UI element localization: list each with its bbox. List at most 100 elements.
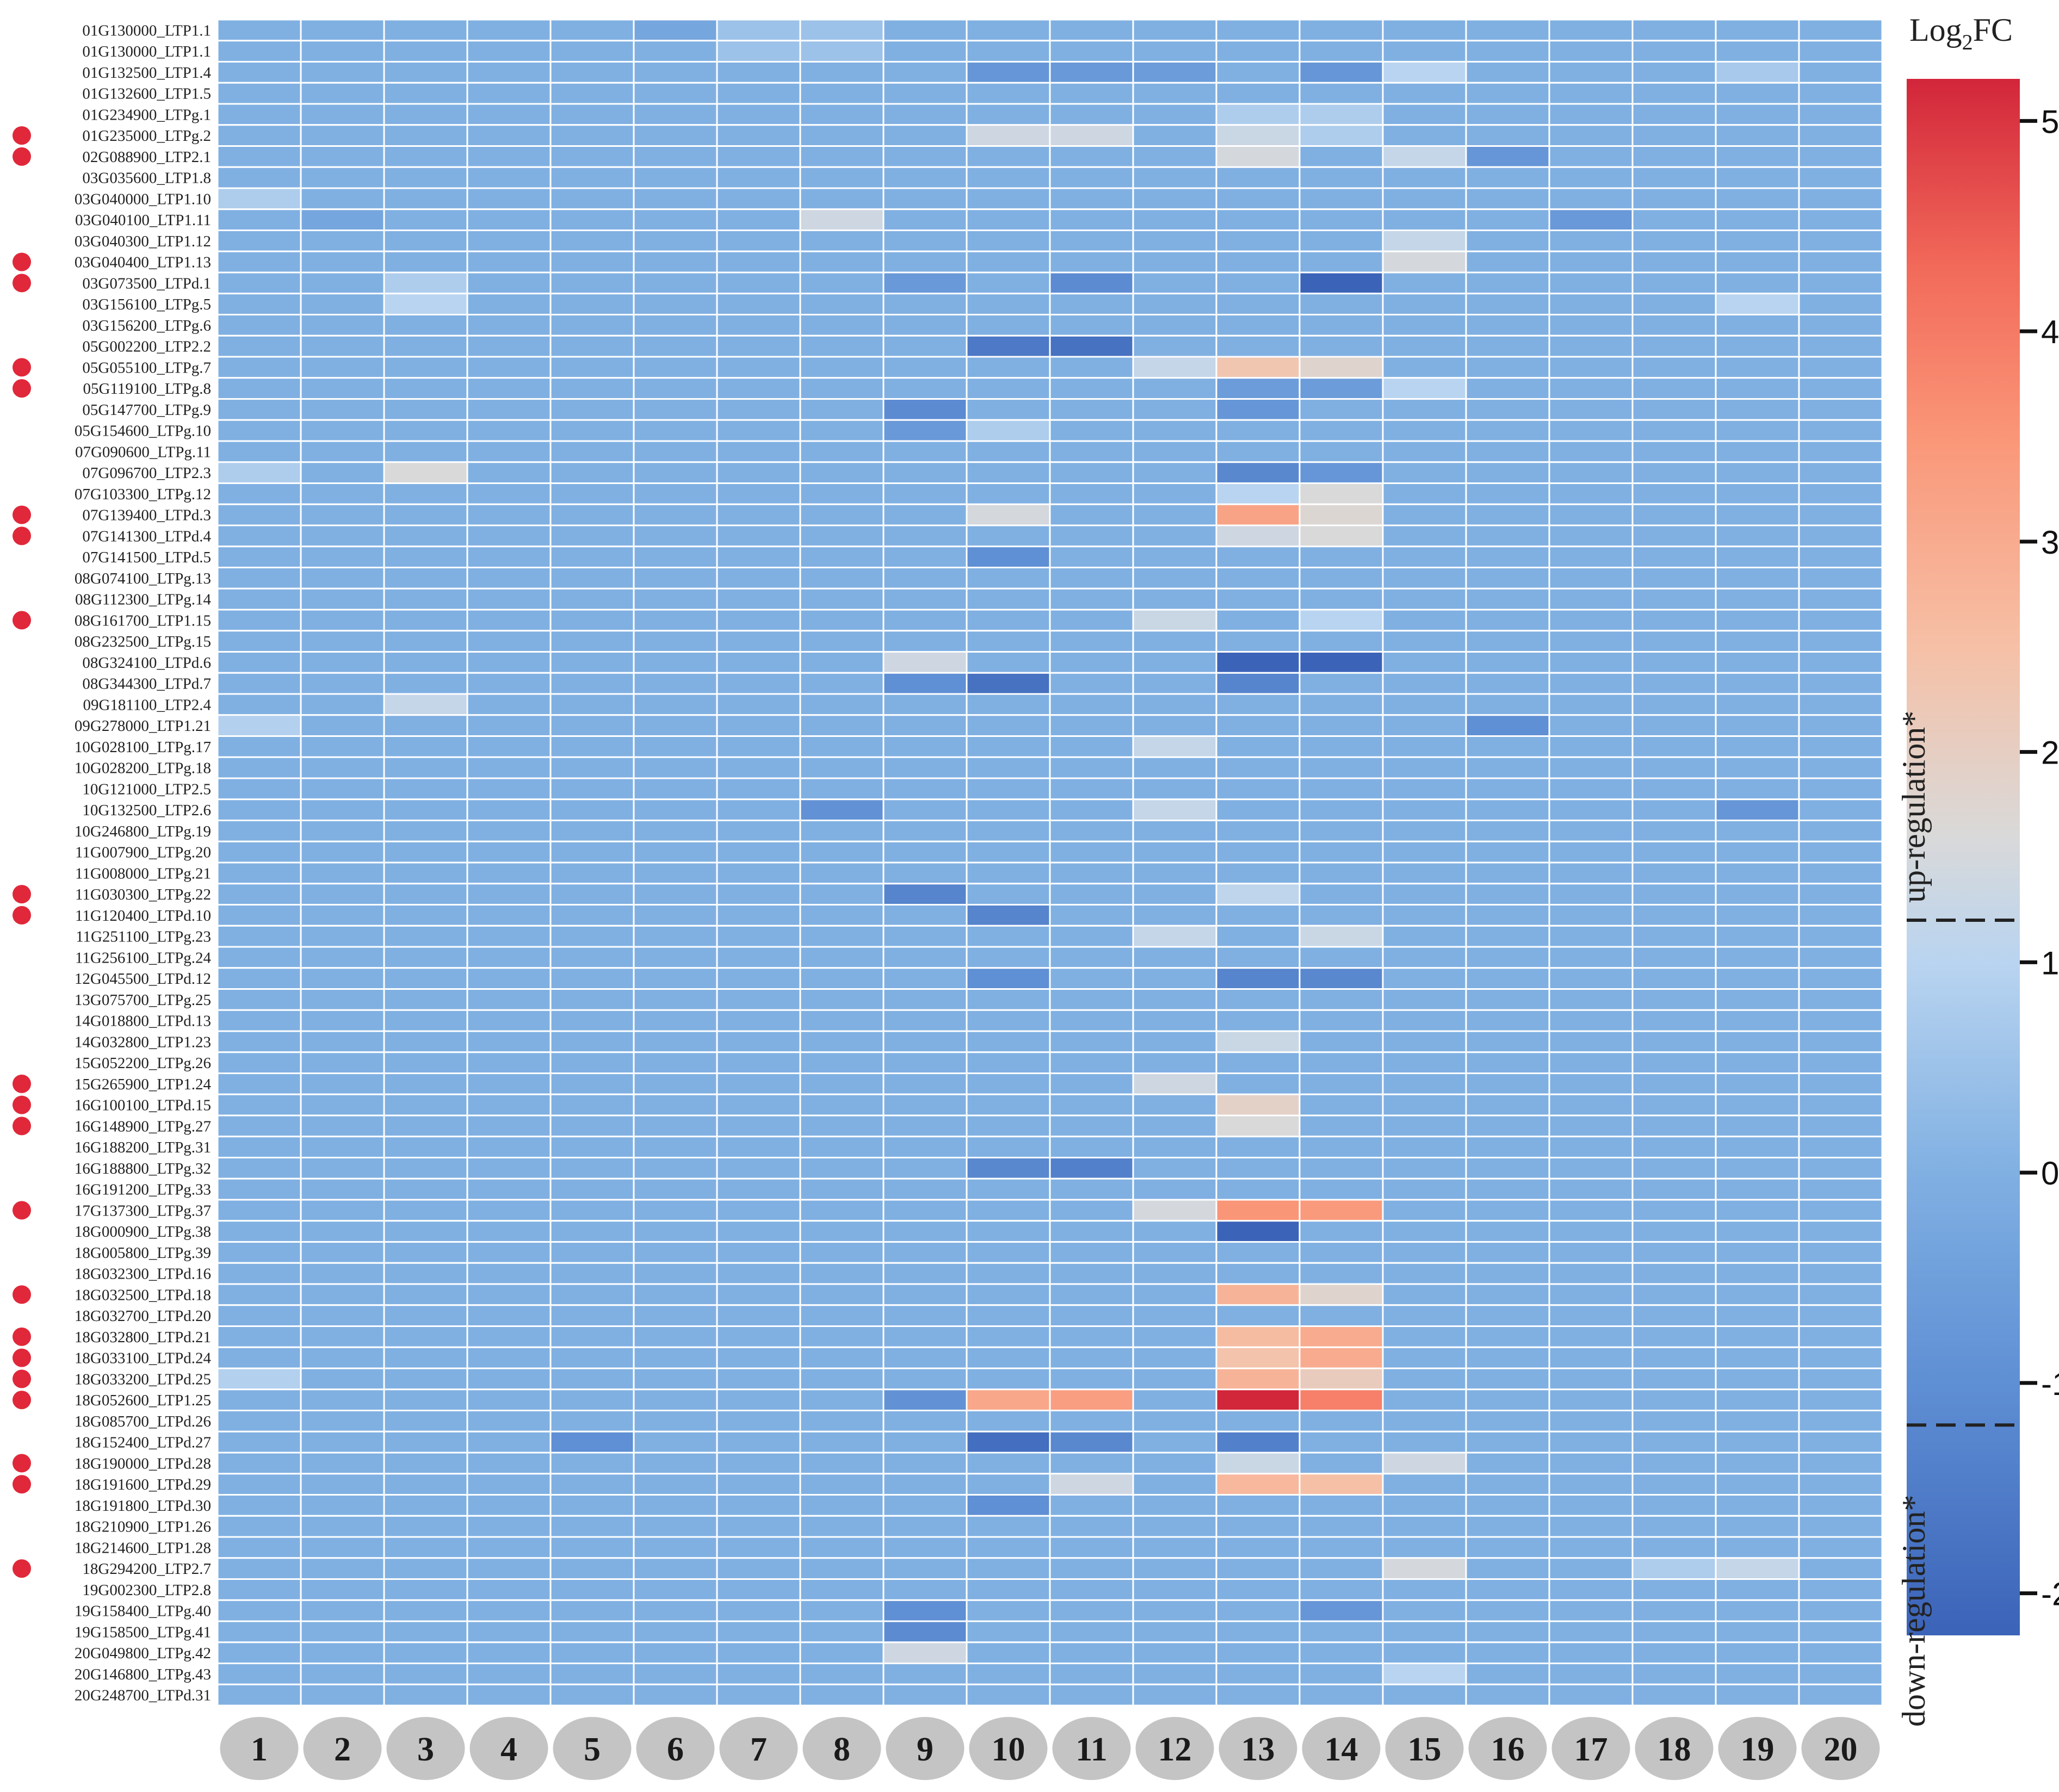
heatmap-cell [1465,1177,1550,1201]
heatmap-cell [1715,1072,1800,1095]
column-label: 9 [917,1731,933,1768]
heatmap-cell [217,904,302,927]
heatmap-cell [383,861,468,885]
heatmap-cell [799,1388,885,1411]
heatmap-cell [1465,587,1550,611]
heatmap-cell [1631,840,1717,864]
heatmap-cell [1215,230,1301,252]
heatmap-cell [882,440,968,463]
heatmap-cell [300,883,385,906]
row-label: 07G103300_LTPg.12 [75,486,211,503]
heatmap-cell [1382,735,1467,758]
heatmap-cell [1715,1410,1800,1433]
heatmap-cell [217,187,302,210]
heatmap-cell [1299,1093,1384,1117]
heatmap-cell [300,1283,385,1306]
heatmap-cell [633,419,718,442]
heatmap-cell [1548,503,1634,526]
heatmap-cell [217,1620,302,1644]
row-label: 05G154600_LTPg.10 [75,423,211,440]
heatmap-cell [549,1304,635,1327]
significance-marker [13,1201,31,1220]
heatmap-cell [383,40,468,63]
heatmap-cell [549,1136,635,1158]
heatmap-cell [799,1325,885,1348]
heatmap-cell [1215,440,1301,463]
heatmap-cell [716,1641,801,1664]
heatmap-cell [1631,230,1717,252]
heatmap-cell [1132,1325,1217,1348]
heatmap-cell [716,1325,801,1348]
heatmap-cell [799,1452,885,1475]
heatmap-cell [1548,1663,1634,1685]
heatmap-cell [549,187,635,210]
heatmap-cell [1465,946,1550,969]
heatmap-cell [1548,250,1634,274]
heatmap-cell [966,1136,1051,1158]
heatmap-cell [1715,230,1800,252]
heatmap-cell [549,314,635,337]
heatmap-cell [799,1410,885,1433]
heatmap-cell [1798,861,1883,885]
heatmap-cell [1548,124,1634,147]
heatmap-cell [1049,1641,1134,1664]
heatmap-cell [882,187,968,210]
heatmap-cell [549,630,635,653]
heatmap-cell [1299,651,1384,674]
heatmap-cell [1382,398,1467,421]
heatmap-cell [1715,1199,1800,1222]
heatmap-cell [466,334,552,358]
heatmap-cell [799,398,885,421]
heatmap-cell [1299,1304,1384,1327]
colorbar-tick-label: -1 [2041,1366,2059,1402]
heatmap-cell [716,1536,801,1559]
heatmap-cell [716,567,801,590]
heatmap-cell [633,1177,718,1201]
heatmap-cell [1798,1494,1883,1517]
heatmap-cell [1299,883,1384,906]
heatmap-cell [549,904,635,927]
heatmap-cell [966,103,1051,126]
heatmap-cell [1215,82,1301,105]
heatmap-cell [1715,1620,1800,1644]
heatmap-cell [549,1346,635,1369]
heatmap-cell [1715,988,1800,1011]
row-label: 16G148900_LTPg.27 [75,1118,211,1135]
heatmap-cell [1715,187,1800,210]
heatmap-cell [300,40,385,63]
heatmap-cell [466,82,552,105]
heatmap-cell [1215,1367,1301,1391]
heatmap-cell [549,145,635,168]
heatmap-cell [1715,587,1800,611]
row-label: 10G132500_LTP2.6 [82,802,211,819]
row-label: 01G235000_LTPg.2 [82,127,211,145]
heatmap-cell [217,293,302,315]
heatmap-cell [716,482,801,505]
heatmap-cell [1049,1494,1134,1517]
column-label: 8 [833,1731,850,1768]
heatmap-cell [799,840,885,864]
heatmap-cell [716,187,801,210]
heatmap-cell [1049,1557,1134,1580]
heatmap-cell [1715,1578,1800,1601]
heatmap-cell [716,1283,801,1306]
heatmap-cell [383,1367,468,1391]
row-label: 18G033200_LTPd.25 [75,1371,211,1388]
heatmap-cell [1215,334,1301,358]
heatmap-cell [799,419,885,442]
heatmap-cell [1215,187,1301,210]
colorbar-tick-label: -2 [2041,1576,2059,1613]
heatmap-cell [1798,883,1883,906]
heatmap-cell [882,1009,968,1032]
heatmap-cell [217,883,302,906]
heatmap-cell [549,461,635,484]
heatmap-cell [1465,1430,1550,1454]
heatmap-cell [716,1220,801,1243]
heatmap-cell [1465,714,1550,737]
heatmap-cell [966,334,1051,358]
heatmap-cell [1049,1262,1134,1285]
heatmap-cell [1049,1388,1134,1411]
heatmap-cell [1798,840,1883,864]
heatmap-cell [383,398,468,421]
